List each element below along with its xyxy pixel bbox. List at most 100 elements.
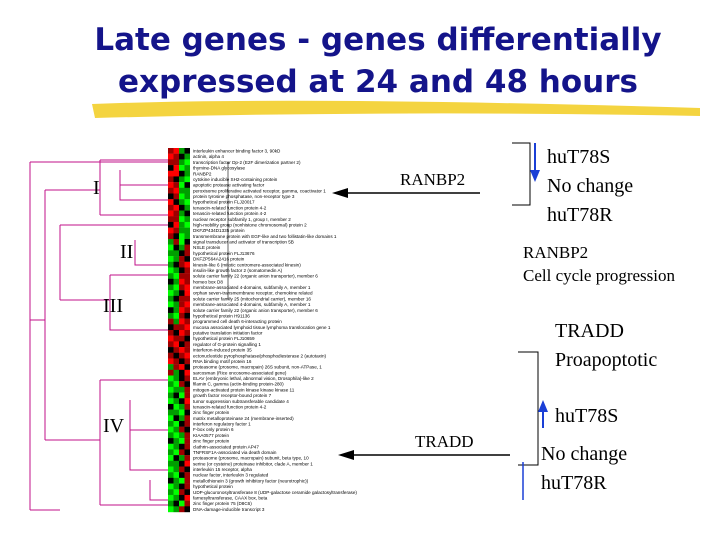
gene-name: proteasome (prosome, macropain) 26S subu… <box>193 365 322 370</box>
heatmap-cell <box>173 347 179 353</box>
heatmap-cell <box>173 187 179 194</box>
note: huT78S <box>547 146 610 168</box>
gene-name: nuclear factor, interleukin 3 regulated <box>193 473 269 478</box>
gene-name: tumor suppression subtransferable candid… <box>193 399 289 404</box>
heatmap-cell <box>179 375 185 382</box>
heatmap-cell <box>173 500 179 507</box>
heatmap-cell <box>179 301 185 308</box>
heatmap-cell <box>173 244 179 251</box>
heatmap-cell <box>184 335 190 342</box>
heatmap-cell <box>179 216 185 223</box>
heatmap-cell <box>179 148 185 154</box>
heatmap-cell <box>173 506 179 513</box>
heatmap-cell <box>179 409 185 416</box>
arrow-label: TRADD <box>415 432 474 451</box>
heatmap-cell <box>184 261 190 268</box>
cluster-label: III <box>103 295 123 317</box>
heatmap-cell <box>168 438 174 444</box>
heatmap-cell <box>168 415 174 422</box>
heatmap-cell <box>173 148 179 154</box>
heatmap-cell <box>184 494 190 501</box>
heatmap <box>168 148 190 513</box>
gene-name: clathrin-associated protein AP47 <box>193 444 259 449</box>
gene-name: membrane-associated 4-domains, subfamily… <box>193 285 311 290</box>
heatmap-cell <box>168 307 174 314</box>
heatmap-cell <box>168 347 174 353</box>
heatmap-cell <box>168 330 174 336</box>
heatmap-cell <box>168 256 174 262</box>
heatmap-cell <box>179 426 185 433</box>
heatmap-cell <box>179 369 185 376</box>
heatmap-cell <box>184 358 190 365</box>
heatmap-cell <box>179 170 185 177</box>
heatmap-cell <box>179 159 185 166</box>
heatmap-cell <box>168 182 174 189</box>
heatmap-cell <box>179 307 185 314</box>
gene-name: mitogen-activated protein kinase kinase … <box>193 387 295 392</box>
heatmap-cell <box>179 199 185 206</box>
heatmap-cell <box>179 221 185 228</box>
heatmap-cell <box>168 170 174 177</box>
heatmap-cell <box>184 318 190 325</box>
heatmap-cell <box>184 386 190 393</box>
heatmap-cell <box>184 500 190 507</box>
heatmap-cell <box>168 381 174 388</box>
heatmap-cell <box>184 204 190 211</box>
heatmap-cell <box>179 415 185 422</box>
heatmap-cell <box>179 352 185 359</box>
heatmap-cell <box>173 477 179 484</box>
heatmap-cell <box>179 324 185 331</box>
heatmap-cell <box>168 489 174 496</box>
heatmap-cell <box>168 176 174 183</box>
heatmap-cell <box>168 477 174 484</box>
gene-name: putative translation initiation factor <box>193 331 263 336</box>
heatmap-cell <box>184 432 190 439</box>
gene-name: hypothetical protein FLJ20017 <box>193 200 255 205</box>
heatmap-cell <box>173 295 179 302</box>
heatmap-cell <box>173 335 179 342</box>
heatmap-cell <box>179 187 185 194</box>
heatmap-cell <box>173 489 179 496</box>
heatmap-cell <box>173 449 179 456</box>
heatmap-cell <box>179 204 185 211</box>
heatmap-cell <box>179 153 185 160</box>
gene-name: homeo box D8 <box>193 279 223 284</box>
heatmap-cell <box>173 324 179 331</box>
heatmap-cell <box>168 216 174 223</box>
gene-name: RNA binding motif protein 16 <box>193 359 252 364</box>
heatmap-cell <box>179 335 185 342</box>
heatmap-cell <box>168 364 174 371</box>
note: huT78S <box>555 405 618 427</box>
heatmap-cell <box>173 159 179 166</box>
gene-name: hypothetical protein H91136 <box>193 313 250 318</box>
up-arrow <box>538 400 548 428</box>
heatmap-cell <box>173 409 179 416</box>
heatmap-cell <box>168 494 174 501</box>
heatmap-cell <box>173 318 179 325</box>
heatmap-cell <box>179 347 185 353</box>
heatmap-cell <box>173 284 179 291</box>
heatmap-cell <box>168 312 174 319</box>
heatmap-cell <box>179 483 185 490</box>
heatmap-cell <box>173 369 179 376</box>
heatmap-cell <box>184 449 190 456</box>
cluster-label: IV <box>103 415 125 437</box>
heatmap-cell <box>173 494 179 501</box>
heatmap-cell <box>179 284 185 291</box>
gene-name: metallothionein 3 (growth inhibitory fac… <box>193 478 309 483</box>
heatmap-cell <box>173 398 179 405</box>
heatmap-cell <box>168 239 174 245</box>
heatmap-cell <box>184 210 190 217</box>
heatmap-cell <box>184 460 190 467</box>
gene-name: cytokine inducible SH2-containing protei… <box>193 177 278 182</box>
heatmap-cell <box>168 324 174 331</box>
heatmap-cell <box>179 227 185 234</box>
heatmap-cell <box>173 443 179 450</box>
heatmap-cell <box>179 358 185 365</box>
heatmap-cell <box>184 324 190 331</box>
heatmap-cell <box>179 295 185 302</box>
heatmap-cell <box>173 261 179 268</box>
gene-name: matrix metalloproteinase 24 (membrane-in… <box>193 416 294 421</box>
heatmap-cell <box>184 415 190 422</box>
heatmap-cell <box>168 165 174 171</box>
